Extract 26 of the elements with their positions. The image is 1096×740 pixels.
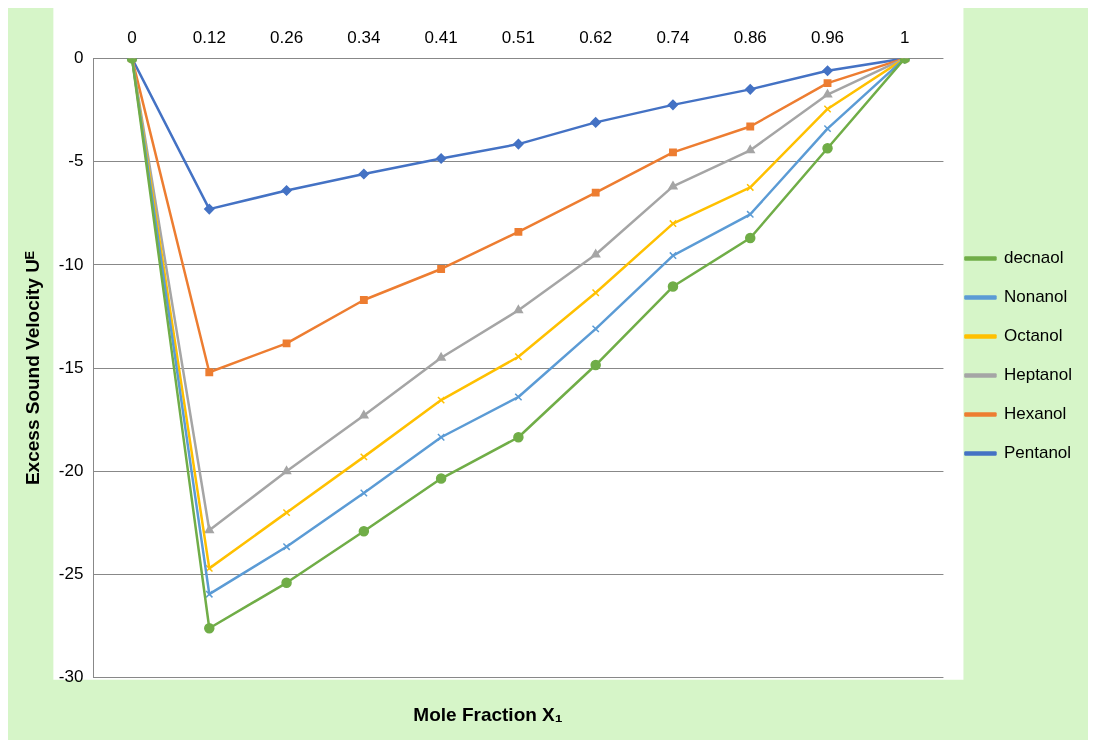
y-axis-title: Excess Sound Velocity Uᴱ — [21, 251, 43, 486]
y-tick-label: -25 — [58, 564, 84, 584]
x-tick-label: 0.62 — [579, 27, 613, 47]
legend-label: Heptanol — [1003, 365, 1073, 385]
x-tick-label: 0.41 — [424, 27, 458, 47]
x-tick-label: 0.34 — [347, 27, 381, 47]
x-tick-label: 1 — [900, 27, 910, 47]
x-tick-label: 0.12 — [192, 27, 226, 47]
y-tick-label: -30 — [58, 667, 84, 687]
legend-label: Pentanol — [1003, 443, 1072, 463]
legend-label: decnaol — [1003, 248, 1064, 268]
legend-label: Octanol — [1003, 326, 1063, 346]
x-tick-label: 0.74 — [656, 27, 690, 47]
x-axis-title: Mole Fraction X₁ — [8, 698, 1088, 740]
y-tick-label: -15 — [58, 357, 84, 377]
x-tick-label: 0.96 — [810, 27, 845, 47]
x-tick-label: 0.86 — [733, 27, 767, 47]
y-tick-label: 0 — [73, 48, 84, 68]
y-tick-label: -10 — [58, 254, 84, 274]
x-tick-label: 0 — [127, 27, 137, 47]
y-tick-label: -5 — [68, 151, 84, 171]
legend-label: Hexanol — [1003, 404, 1067, 424]
x-tick-label: 0.26 — [270, 27, 304, 47]
legend-label: Nonanol — [1003, 287, 1068, 307]
x-tick-label: 0.51 — [501, 27, 535, 47]
y-tick-label: -20 — [58, 461, 84, 481]
